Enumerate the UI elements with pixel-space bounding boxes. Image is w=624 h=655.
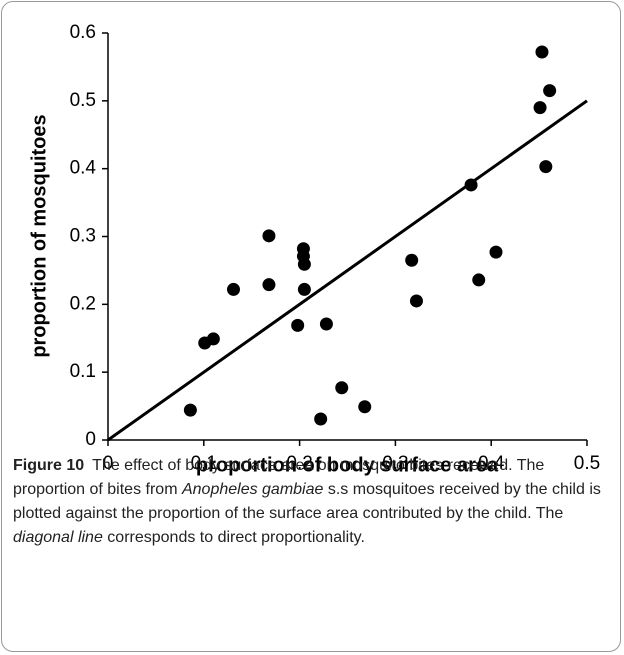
y-tick-label: 0.3 (70, 226, 96, 247)
point (335, 381, 349, 395)
caption-text: corresponds to direct proportionality. (102, 529, 365, 546)
point (206, 332, 220, 346)
x-tick-label: 0.5 (574, 453, 600, 474)
point (489, 245, 503, 259)
caption-label: Figure 10 (13, 457, 85, 474)
point (262, 278, 276, 292)
point (262, 229, 276, 243)
x-tick-label: 0 (103, 453, 114, 474)
caption-text: The effect of body surface area on mosqu… (13, 457, 545, 498)
reference-line (107, 99, 588, 442)
y-tick-label: 0 (85, 429, 96, 450)
point (533, 101, 547, 115)
caption: Figure 10 The effect of body surface area… (13, 454, 609, 550)
x-tick-label: 0.1 (191, 453, 217, 474)
point (464, 178, 478, 192)
y-axis-title: proportion of mosquitoes (28, 114, 50, 357)
point (405, 253, 419, 267)
point (314, 412, 328, 426)
x-tick-label: 0.3 (382, 453, 408, 474)
y-tick-label: 0.5 (70, 90, 96, 111)
point (472, 273, 486, 287)
point (291, 318, 305, 332)
x-axis-title: proportion of body surface area (196, 454, 499, 476)
caption-text: Anopheles gambiae (181, 481, 324, 498)
y-tick-label: 0.1 (70, 361, 96, 382)
x-tick-label: 0.2 (286, 453, 312, 474)
point (297, 282, 311, 296)
point (226, 282, 240, 296)
caption-text: s.s mosquitoes received by the child is … (13, 481, 601, 522)
y-tick-label: 0.2 (70, 293, 96, 314)
point (319, 317, 333, 331)
point (543, 84, 557, 98)
point (358, 400, 372, 414)
point (409, 294, 423, 308)
point (297, 257, 311, 271)
y-tick-label: 0.4 (70, 158, 97, 179)
x-tick-label: 0.4 (478, 453, 505, 474)
point (183, 403, 197, 417)
point (535, 45, 549, 59)
y-tick-label: 0.6 (70, 22, 96, 43)
point (539, 160, 553, 174)
caption-text: diagonal line (13, 529, 103, 546)
chart: proportion of body surface area proporti… (28, 22, 600, 476)
